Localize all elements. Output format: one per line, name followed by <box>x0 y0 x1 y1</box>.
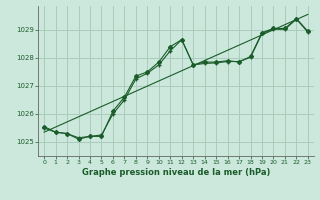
X-axis label: Graphe pression niveau de la mer (hPa): Graphe pression niveau de la mer (hPa) <box>82 168 270 177</box>
